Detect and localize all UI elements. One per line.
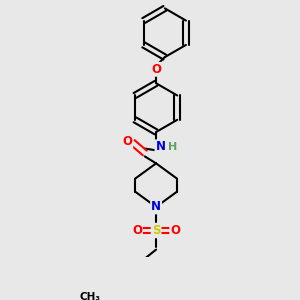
Text: H: H xyxy=(168,142,177,152)
Text: S: S xyxy=(152,224,160,237)
Text: N: N xyxy=(155,140,166,153)
Text: O: O xyxy=(170,224,180,237)
Text: O: O xyxy=(151,63,161,76)
Text: CH₃: CH₃ xyxy=(79,292,100,300)
Text: N: N xyxy=(151,200,161,213)
Text: O: O xyxy=(122,135,132,148)
Text: O: O xyxy=(132,224,142,237)
